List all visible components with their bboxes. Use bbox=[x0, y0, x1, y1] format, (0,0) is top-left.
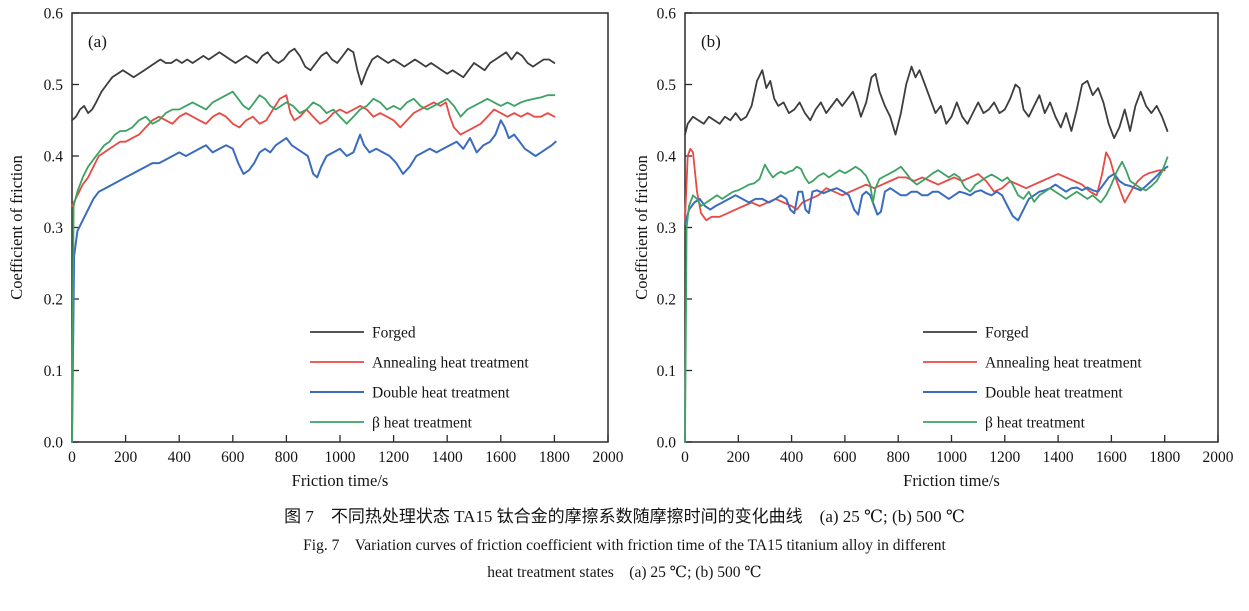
x-tick-label: 400 bbox=[168, 449, 192, 466]
legend-label-double-heat-treatment: Double heat treatment bbox=[985, 385, 1123, 402]
legend-label-double-heat-treatment: Double heat treatment bbox=[372, 385, 510, 402]
x-tick-label: 2000 bbox=[1203, 449, 1234, 466]
series-heat-treatment bbox=[684, 156, 1169, 443]
charts-row: 0 200 400 600 800 1000 1200 1400 1600 1800 2000 0.0… bbox=[7, 6, 1234, 491]
x-tick-label: 200 bbox=[727, 449, 751, 466]
x-tick-label: 1400 bbox=[432, 449, 463, 466]
x-tick-label: 600 bbox=[221, 449, 245, 466]
x-tick-label: 400 bbox=[780, 449, 804, 466]
legend-label-annealing-heat-treatment: Annealing heat treatment bbox=[372, 355, 529, 372]
figure-7: 0 200 400 600 800 1000 1200 1400 1600 1800 2000 0.0… bbox=[7, 6, 1234, 582]
y-axis-label: Coefficient of friction bbox=[7, 155, 26, 299]
chart-panel-a: 0 200 400 600 800 1000 1200 1400 1600 1800 2000 0.0… bbox=[7, 6, 624, 491]
plot-border bbox=[71, 12, 609, 443]
y-tick-label: 0.1 bbox=[657, 363, 676, 380]
y-tick-label: 0.4 bbox=[44, 149, 64, 166]
caption-english-line1: Fig. 7 Variation curves of friction coef… bbox=[303, 537, 946, 554]
plot-border bbox=[684, 12, 1219, 443]
x-tick-label: 200 bbox=[114, 449, 138, 466]
y-tick-label: 0.1 bbox=[44, 363, 63, 380]
x-tick-label: 800 bbox=[275, 449, 299, 466]
y-tick-label: 0.2 bbox=[44, 292, 63, 309]
x-tick-label: 800 bbox=[887, 449, 911, 466]
y-tick-label: 0.6 bbox=[657, 6, 677, 23]
y-tick-label: 0.3 bbox=[657, 220, 677, 237]
legend-label-forged: Forged bbox=[985, 325, 1029, 342]
x-tick-label: 0 bbox=[68, 449, 76, 466]
x-tick-label: 1600 bbox=[485, 449, 516, 466]
series-forged bbox=[71, 47, 556, 122]
panel-label: (a) bbox=[88, 32, 107, 51]
x-tick-label: 1200 bbox=[989, 449, 1020, 466]
x-tick-label: 2000 bbox=[593, 449, 624, 466]
y-tick-label: 0.5 bbox=[657, 77, 677, 94]
y-tick-label: 0.6 bbox=[44, 6, 64, 23]
legend-label-heat-treatment: β heat treatment bbox=[985, 415, 1086, 432]
y-tick-label: 0.2 bbox=[657, 292, 676, 309]
x-axis-label: Friction time/s bbox=[903, 471, 1000, 490]
x-tick-label: 600 bbox=[833, 449, 857, 466]
legend-label-forged: Forged bbox=[372, 325, 416, 342]
y-tick-label: 0.0 bbox=[44, 435, 64, 452]
x-tick-label: 1800 bbox=[1149, 449, 1180, 466]
y-tick-label: 0.4 bbox=[657, 149, 677, 166]
x-tick-label: 1000 bbox=[936, 449, 967, 466]
x-tick-label: 1200 bbox=[378, 449, 409, 466]
series-double-heat-treatment bbox=[71, 119, 557, 443]
caption-chinese: 图 7 不同热处理状态 TA15 钛合金的摩擦系数随摩擦时间的变化曲线 (a) … bbox=[284, 507, 965, 526]
y-tick-label: 0.5 bbox=[44, 77, 64, 94]
x-tick-label: 1600 bbox=[1096, 449, 1127, 466]
legend-label-heat-treatment: β heat treatment bbox=[372, 415, 473, 432]
x-tick-label: 0 bbox=[681, 449, 689, 466]
y-tick-label: 0.0 bbox=[657, 435, 677, 452]
series-double-heat-treatment bbox=[684, 165, 1169, 225]
legend-label-annealing-heat-treatment: Annealing heat treatment bbox=[985, 355, 1142, 372]
y-axis-label: Coefficient of friction bbox=[632, 155, 651, 299]
series-heat-treatment bbox=[71, 90, 556, 443]
x-tick-label: 1000 bbox=[325, 449, 356, 466]
caption-english-line2: heat treatment states (a) 25 ℃; (b) 500 … bbox=[487, 564, 762, 581]
x-axis-label: Friction time/s bbox=[292, 471, 389, 490]
series-forged bbox=[684, 65, 1169, 140]
series-annealing-heat-treatment bbox=[684, 147, 1166, 222]
x-tick-label: 1800 bbox=[539, 449, 570, 466]
chart-panel-b: 0 200 400 600 800 1000 1200 1400 1600 1800 2000 0.0… bbox=[632, 6, 1234, 491]
panel-label: (b) bbox=[701, 32, 721, 51]
y-tick-label: 0.3 bbox=[44, 220, 64, 237]
x-tick-label: 1400 bbox=[1043, 449, 1074, 466]
series-annealing-heat-treatment bbox=[71, 94, 556, 207]
